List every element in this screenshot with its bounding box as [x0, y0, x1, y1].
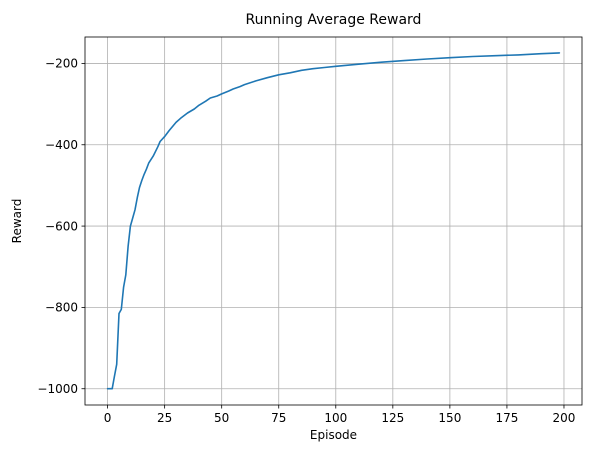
grid: [85, 37, 582, 405]
x-axis-label: Episode: [310, 428, 357, 442]
x-axis: 0 25 50 75 100 125 150 175 200: [104, 405, 576, 425]
y-tick-label: −200: [45, 57, 78, 71]
series-line: [106, 52, 561, 390]
y-axis: −1000 −800 −600 −400 −200: [37, 57, 85, 396]
chart-title: Running Average Reward: [246, 12, 422, 28]
x-tick-label: 0: [104, 411, 112, 425]
x-tick-label: 25: [157, 411, 172, 425]
x-tick-label: 100: [324, 411, 347, 425]
x-tick-label: 200: [553, 411, 576, 425]
axes-frame: [84, 36, 583, 406]
y-tick-label: −400: [45, 138, 78, 152]
x-tick-label: 150: [438, 411, 461, 425]
y-tick-label: −1000: [37, 382, 78, 396]
x-tick-label: 50: [214, 411, 229, 425]
x-tick-label: 125: [381, 411, 404, 425]
y-tick-label: −800: [45, 301, 78, 315]
plot-area: [106, 52, 561, 390]
y-axis-label: Reward: [10, 199, 24, 244]
x-tick-label: 75: [271, 411, 286, 425]
x-tick-label: 175: [495, 411, 518, 425]
y-tick-label: −600: [45, 219, 78, 233]
